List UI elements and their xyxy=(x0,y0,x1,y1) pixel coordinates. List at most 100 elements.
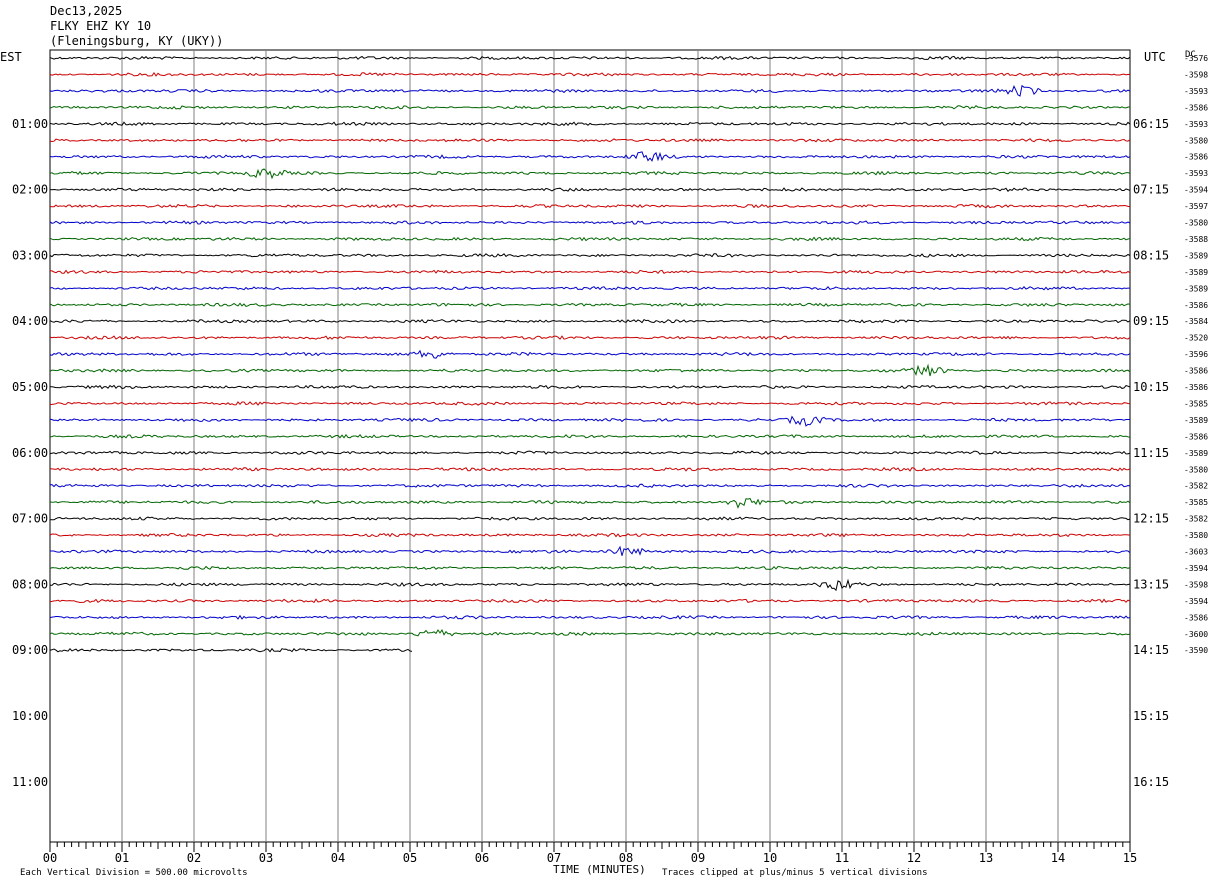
trace-offset-label: -3586 xyxy=(1184,432,1208,441)
trace-offset-label: -3580 xyxy=(1184,465,1208,474)
trace-line xyxy=(49,138,1131,143)
trace-offset-label: -3580 xyxy=(1184,219,1208,228)
trace-line xyxy=(49,318,1131,324)
right-timezone-label: UTC xyxy=(1144,50,1166,64)
station-label: FLKY EHZ KY 10 xyxy=(50,19,152,33)
trace-offset-label: -3594 xyxy=(1184,597,1208,606)
x-tick-label: 01 xyxy=(115,851,129,865)
trace-line xyxy=(49,647,413,653)
date-label: Dec13,2025 xyxy=(50,4,123,18)
x-tick-label: 03 xyxy=(259,851,273,865)
trace-line xyxy=(49,335,1131,340)
trace-offset-label: -3580 xyxy=(1184,136,1208,145)
trace-offset-label: -3586 xyxy=(1184,301,1208,310)
trace-offset-label: -3600 xyxy=(1184,630,1208,639)
right-hour-label: 07:15 xyxy=(1133,183,1169,197)
trace-offset-label: -3597 xyxy=(1184,202,1208,211)
trace-line xyxy=(49,467,1131,472)
x-tick-label: 12 xyxy=(907,851,921,865)
x-tick-label: 07 xyxy=(547,851,561,865)
trace-offset-label: -3589 xyxy=(1184,449,1208,458)
x-tick-label: 08 xyxy=(619,851,633,865)
trace-offset-label: -3594 xyxy=(1184,564,1208,573)
x-tick-label: 05 xyxy=(403,851,417,865)
trace-line xyxy=(49,187,1131,192)
trace-line xyxy=(49,84,1131,97)
trace-line xyxy=(49,253,1131,258)
trace-offset-label: -3590 xyxy=(1184,646,1208,655)
trace-offset-label: -3580 xyxy=(1184,531,1208,540)
trace-line xyxy=(49,121,1131,127)
left-hour-label: 11:00 xyxy=(12,775,48,789)
trace-line xyxy=(49,565,1131,571)
scale-note: Each Vertical Division = 500.00 microvol… xyxy=(20,868,248,878)
trace-offset-label: -3585 xyxy=(1184,498,1208,507)
left-hour-label: 09:00 xyxy=(12,643,48,657)
trace-line xyxy=(49,286,1130,291)
left-hour-label: 02:00 xyxy=(12,183,48,197)
trace-line xyxy=(49,363,1131,377)
left-hour-label: 08:00 xyxy=(12,577,48,591)
trace-offset-label: -3582 xyxy=(1184,482,1208,491)
trace-line xyxy=(49,151,1131,162)
right-hour-label: 11:15 xyxy=(1133,446,1169,460)
trace-offset-label: -3586 xyxy=(1184,103,1208,112)
trace-line xyxy=(49,105,1131,110)
trace-offset-label: -3589 xyxy=(1184,268,1208,277)
trace-offset-label: -3576 xyxy=(1184,54,1208,63)
trace-line xyxy=(50,545,1131,556)
trace-line xyxy=(49,168,1131,180)
trace-offset-label: -3594 xyxy=(1184,186,1208,195)
right-hour-label: 12:15 xyxy=(1133,512,1169,526)
right-hour-label: 06:15 xyxy=(1133,117,1169,131)
left-hour-label: 06:00 xyxy=(12,446,48,460)
trace-line xyxy=(49,598,1131,604)
trace-offset-label: -3582 xyxy=(1184,515,1208,524)
right-hour-label: 14:15 xyxy=(1133,643,1169,657)
x-tick-label: 00 xyxy=(43,851,57,865)
right-hour-label: 13:15 xyxy=(1133,577,1169,591)
trace-offset-label: -3585 xyxy=(1184,399,1208,408)
trace-offset-label: -3586 xyxy=(1184,153,1208,162)
trace-line xyxy=(49,516,1131,521)
clip-note: Traces clipped at plus/minus 5 vertical … xyxy=(662,868,928,878)
trace-line xyxy=(49,433,1131,439)
trace-offset-label: -3603 xyxy=(1184,548,1208,557)
trace-offset-label: -3598 xyxy=(1184,70,1208,79)
trace-line xyxy=(49,55,1131,61)
trace-offset-label: -3593 xyxy=(1184,169,1208,178)
trace-line xyxy=(49,415,1130,427)
trace-offset-label: -3589 xyxy=(1184,284,1208,293)
trace-line xyxy=(49,578,1131,592)
x-tick-label: 15 xyxy=(1123,851,1137,865)
trace-offset-label: -3598 xyxy=(1184,580,1208,589)
trace-offset-label: -3589 xyxy=(1184,251,1208,260)
x-tick-label: 02 xyxy=(187,851,201,865)
left-timezone-label: EST xyxy=(0,50,22,64)
x-tick-label: 13 xyxy=(979,851,993,865)
x-axis-title: TIME (MINUTES) xyxy=(553,863,646,876)
trace-offset-label: -3584 xyxy=(1184,317,1208,326)
trace-line xyxy=(49,236,1131,242)
trace-line xyxy=(49,450,1131,455)
left-hour-label: 03:00 xyxy=(12,248,48,262)
right-hour-label: 09:15 xyxy=(1133,314,1169,328)
trace-offset-label: -3520 xyxy=(1184,334,1208,343)
left-hour-label: 01:00 xyxy=(12,117,48,131)
x-tick-label: 06 xyxy=(475,851,489,865)
trace-offset-label: -3596 xyxy=(1184,350,1208,359)
trace-line xyxy=(49,349,1131,359)
location-label: (Fleningsburg, KY (UKY)) xyxy=(50,34,224,48)
trace-offset-label: -3586 xyxy=(1184,613,1208,622)
x-tick-label: 10 xyxy=(763,851,777,865)
trace-offset-label: -3586 xyxy=(1184,383,1208,392)
trace-line xyxy=(49,269,1131,275)
trace-line xyxy=(49,72,1131,77)
trace-line xyxy=(49,497,1131,509)
right-hour-label: 16:15 xyxy=(1133,775,1169,789)
trace-line xyxy=(49,532,1131,538)
left-hour-label: 05:00 xyxy=(12,380,48,394)
trace-line xyxy=(49,401,1131,406)
x-tick-label: 14 xyxy=(1051,851,1065,865)
